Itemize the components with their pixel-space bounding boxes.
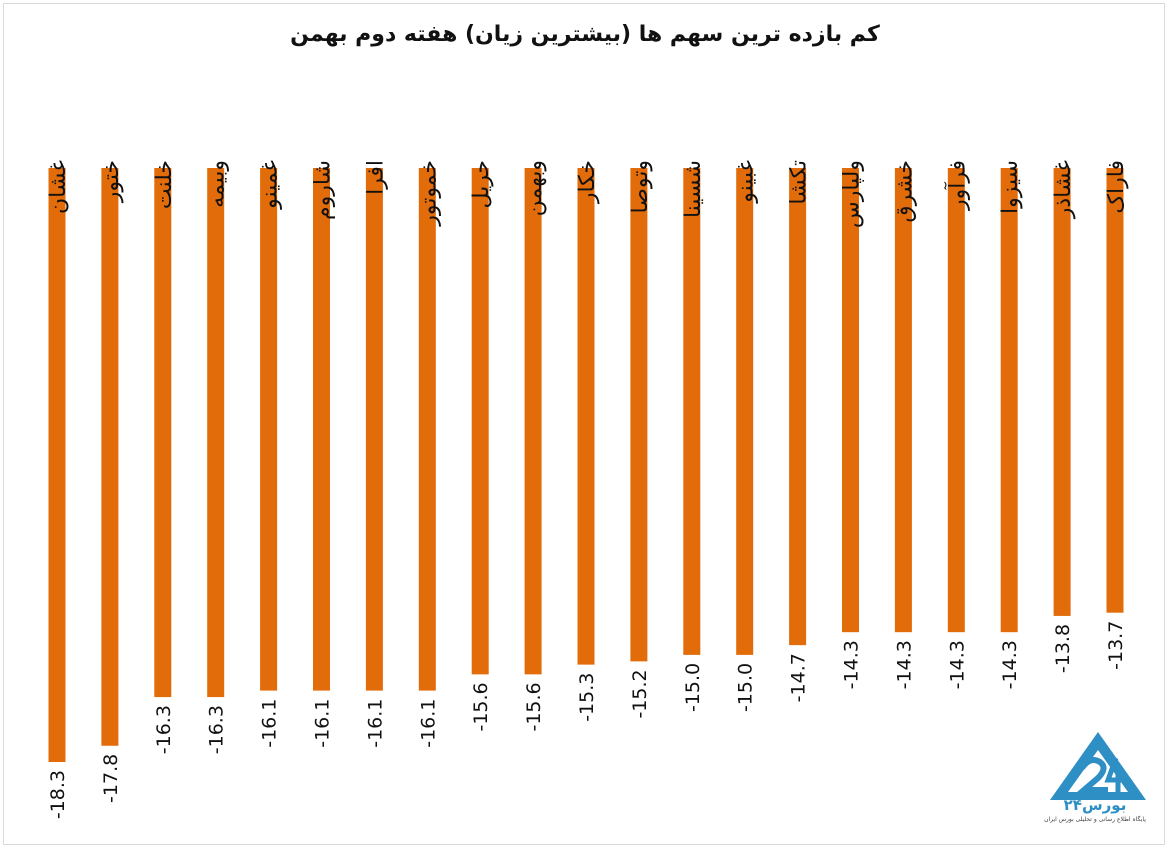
bar-19 (1053, 168, 1071, 616)
value-label-10: -15.3 (576, 673, 598, 722)
bar-17 (947, 168, 965, 633)
value-label-1: -17.8 (100, 754, 122, 803)
value-label-12: -15.0 (682, 663, 704, 712)
bourse24-logo-icon (1050, 732, 1146, 800)
category-label-9: وبهمن (522, 160, 547, 216)
value-label-17: -14.3 (946, 640, 968, 689)
category-label-19: غشاذر (1051, 160, 1076, 219)
category-label-13: غبینو (734, 160, 759, 204)
value-label-19: -13.8 (1052, 624, 1074, 673)
category-label-20: فاراک (1104, 160, 1129, 214)
category-label-15: ولپارس (840, 160, 865, 228)
bar-3 (207, 168, 225, 698)
bar-10 (577, 168, 595, 665)
category-label-1: ختور (99, 160, 124, 203)
logo-tagline: پایگاه اطلاع رسانی و تحلیلی بورس ایران (1044, 816, 1146, 823)
value-label-8: -15.6 (470, 682, 492, 731)
value-label-0: -18.3 (47, 770, 69, 819)
bar-13 (736, 168, 754, 655)
value-label-7: -16.1 (417, 699, 439, 748)
category-label-10: خکار (575, 160, 600, 204)
category-label-0: غشان (46, 160, 71, 214)
bar-0 (48, 168, 66, 762)
bar-8 (471, 168, 489, 675)
bar-16 (894, 168, 912, 633)
chart-title: کم بازده ترین سهم ها (بیشترین زیان) هفته… (290, 22, 880, 47)
bar-1 (101, 168, 119, 746)
logo-name: بورس۲۴ (1063, 796, 1127, 814)
value-label-14: -14.7 (788, 653, 810, 702)
bar-4 (260, 168, 278, 691)
value-label-3: -16.3 (206, 705, 228, 754)
category-label-7: خموتور (416, 160, 441, 227)
value-label-16: -14.3 (893, 640, 915, 689)
category-label-17: فرآور (943, 160, 970, 211)
bar-2 (154, 168, 172, 698)
value-label-15: -14.3 (841, 640, 863, 689)
bar-20 (1106, 168, 1124, 613)
value-label-4: -16.1 (259, 699, 281, 748)
bar-7 (418, 168, 436, 691)
value-label-6: -16.1 (364, 699, 386, 748)
value-label-11: -15.2 (629, 669, 651, 718)
bar-18 (1000, 168, 1018, 633)
category-label-8: حریل (469, 160, 494, 209)
bar-9 (524, 168, 542, 675)
bar-12 (683, 168, 701, 655)
bar-6 (365, 168, 383, 691)
category-label-14: تکشا (787, 160, 812, 205)
category-label-18: سیزوا (998, 160, 1023, 214)
value-label-18: -14.3 (999, 640, 1021, 689)
value-label-20: -13.7 (1105, 621, 1127, 670)
category-label-4: غمینو (258, 160, 283, 210)
value-label-9: -15.6 (523, 682, 545, 731)
bar-14 (789, 168, 807, 646)
category-label-3: وبیمه (205, 160, 230, 208)
category-label-2: خلنت (152, 160, 177, 209)
bar-15 (842, 168, 859, 633)
bar-11 (630, 168, 648, 662)
value-label-5: -16.1 (312, 699, 334, 748)
value-label-13: -15.0 (735, 663, 757, 712)
category-label-16: خشرق (892, 160, 917, 222)
category-label-11: وتوصا (628, 160, 653, 214)
bar-5 (313, 168, 330, 691)
value-label-2: -16.3 (153, 705, 175, 754)
category-label-5: شاروم (311, 160, 336, 220)
category-label-12: شسینا (681, 160, 706, 218)
category-label-6: افرا (363, 160, 388, 195)
